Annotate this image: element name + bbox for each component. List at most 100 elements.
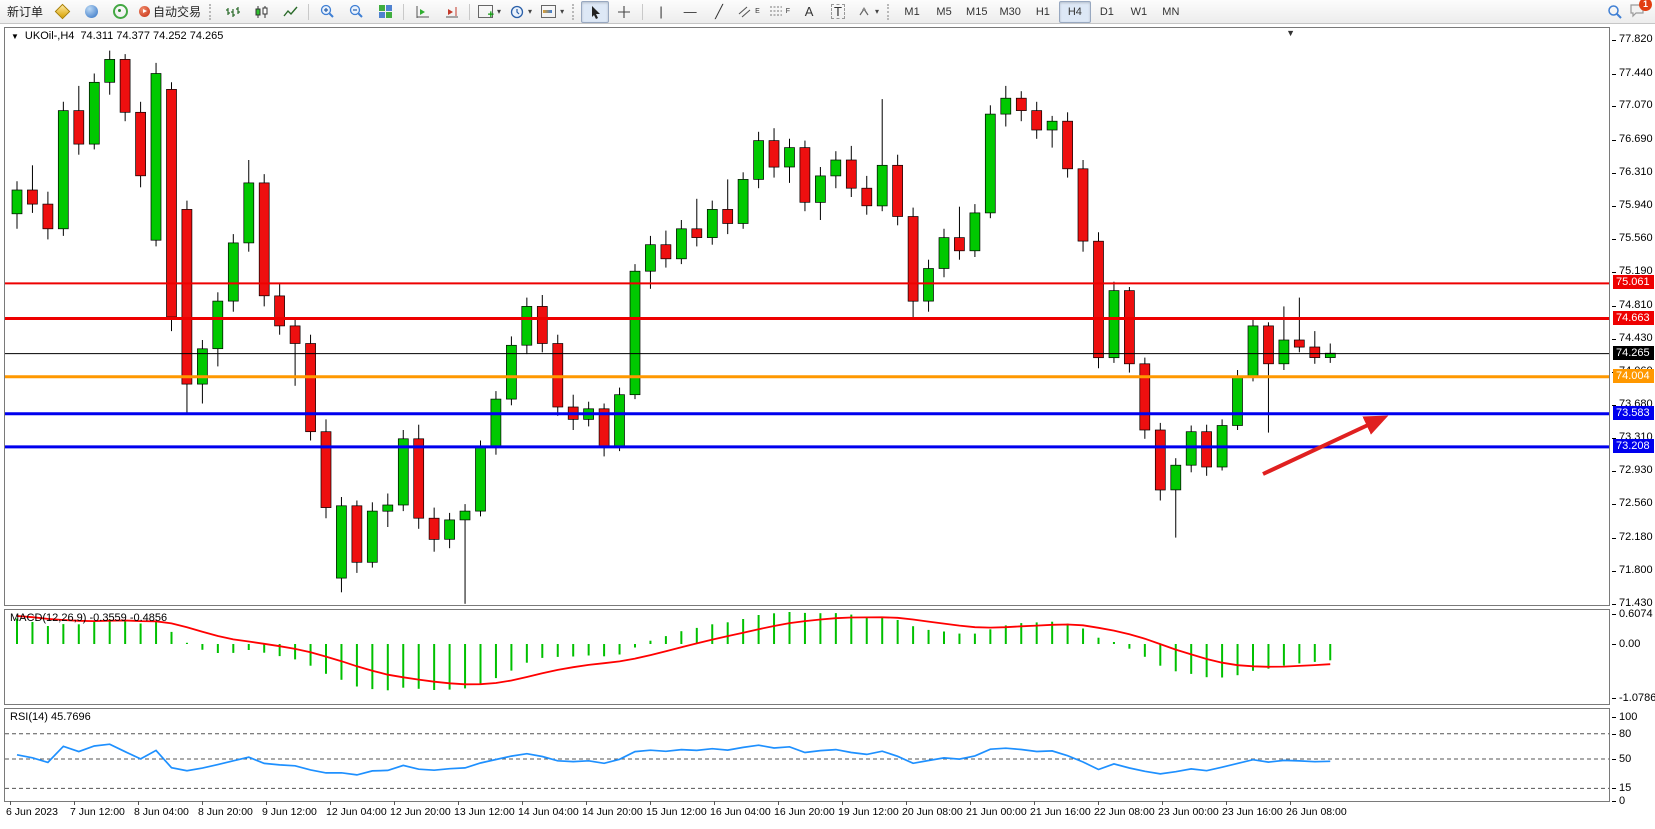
candlestick-icon bbox=[255, 5, 268, 18]
mql5-community-button[interactable] bbox=[77, 1, 105, 23]
rsi-pane[interactable]: RSI(14) 45.7696 bbox=[4, 708, 1610, 802]
new-order-button[interactable]: 新订单 bbox=[3, 1, 47, 23]
fibo-sub-label: F bbox=[785, 8, 791, 15]
crosshair-button[interactable] bbox=[610, 1, 638, 23]
trendline-tool[interactable]: ╱ bbox=[705, 1, 733, 23]
time-tick-mark bbox=[330, 801, 331, 805]
vertical-line-tool[interactable]: | bbox=[647, 1, 675, 23]
time-tick-label: 13 Jun 12:00 bbox=[454, 806, 515, 818]
bear-candle bbox=[1031, 110, 1043, 131]
time-tick-mark bbox=[394, 801, 395, 805]
price-level-badge: 74.265 bbox=[1613, 346, 1654, 360]
bar-chart-button[interactable] bbox=[218, 1, 246, 23]
zoom-out-icon bbox=[349, 4, 363, 18]
rsi-line bbox=[16, 743, 1331, 776]
time-tick-mark bbox=[1162, 801, 1163, 805]
bear-candle bbox=[536, 306, 548, 344]
timeframe-button-mn[interactable]: MN bbox=[1162, 5, 1180, 18]
bull-candle bbox=[104, 59, 116, 83]
price-level-badge: 74.663 bbox=[1613, 311, 1654, 325]
bull-candle bbox=[243, 182, 255, 244]
cursor-button[interactable] bbox=[581, 0, 610, 23]
fibonacci-tool[interactable]: F bbox=[765, 1, 794, 23]
notifications-button[interactable]: 1 bbox=[1629, 0, 1652, 21]
price-tick-mark bbox=[1612, 438, 1616, 439]
timeframe-button-h1[interactable]: H1 bbox=[1035, 5, 1050, 18]
bear-candle bbox=[907, 216, 919, 302]
time-tick-mark bbox=[10, 801, 11, 805]
text-label-tool[interactable]: T bbox=[824, 1, 852, 23]
macd-chart bbox=[16, 612, 1332, 691]
price-tick-mark bbox=[1612, 405, 1616, 406]
timeframe-button-h4[interactable]: H4 bbox=[1058, 0, 1091, 23]
bear-candle bbox=[799, 147, 811, 203]
toolbar-separator bbox=[469, 3, 471, 20]
bull-candle bbox=[784, 147, 795, 168]
price-tick-mark bbox=[1612, 504, 1616, 505]
bear-candle bbox=[1093, 240, 1104, 359]
rsi-value: 45.7696 bbox=[50, 711, 91, 723]
equidistant-channel-tool[interactable]: E bbox=[734, 1, 764, 23]
candlestick-chart-button[interactable] bbox=[247, 1, 275, 23]
timeframe-button-d1[interactable]: D1 bbox=[1099, 5, 1114, 18]
price-tick-label: 76.310 bbox=[1619, 166, 1653, 178]
chart-shift-button[interactable] bbox=[408, 1, 436, 23]
time-tick-label: 26 Jun 08:00 bbox=[1286, 806, 1347, 818]
bear-candle bbox=[181, 209, 193, 385]
time-tick-label: 9 Jun 12:00 bbox=[262, 806, 317, 818]
macd-axis[interactable]: 0.6074 0.00 -1.0786 bbox=[1612, 608, 1655, 704]
timeframe-button-m1[interactable]: M1 bbox=[904, 5, 920, 18]
timeframe-button-m15[interactable]: M15 bbox=[966, 5, 988, 18]
price-tick-label: 72.930 bbox=[1619, 464, 1653, 476]
rsi-axis[interactable]: 100 80 50 15 0 bbox=[1612, 709, 1655, 807]
horizontal-line-icon: — bbox=[683, 4, 697, 19]
bear-candle bbox=[861, 187, 873, 207]
collapse-arrow-icon[interactable]: ▼ bbox=[11, 31, 19, 41]
horizontal-line-tool[interactable]: — bbox=[676, 1, 704, 23]
macd-values: -0.3559 -0.4856 bbox=[89, 612, 168, 624]
search-icon[interactable] bbox=[1607, 4, 1623, 20]
rsi-tick-label: 80 bbox=[1619, 728, 1632, 740]
tile-windows-button[interactable] bbox=[371, 1, 399, 23]
macd-tick-label: -1.0786 bbox=[1619, 692, 1655, 704]
bear-candle bbox=[892, 164, 903, 217]
macd-pane[interactable]: MACD(12,26,9) -0.3559 -0.4856 bbox=[4, 609, 1610, 705]
timeframe-button-m5[interactable]: M5 bbox=[936, 5, 952, 18]
timeframe-button-w1[interactable]: W1 bbox=[1130, 5, 1148, 18]
price-level-badge: 73.208 bbox=[1613, 439, 1654, 453]
autotrading-button[interactable]: 自动交易 bbox=[135, 1, 205, 23]
toolbar-grip bbox=[572, 3, 577, 20]
line-chart-button[interactable] bbox=[276, 1, 304, 23]
bull-candle bbox=[382, 504, 394, 512]
templates-button[interactable]: ▾ bbox=[537, 1, 568, 23]
periods-button[interactable]: ▾ bbox=[506, 1, 536, 23]
price-chart-pane[interactable]: ▼ UKOil-,H4 74.311 74.377 74.252 74.265 … bbox=[4, 27, 1610, 606]
auto-scroll-button[interactable] bbox=[437, 1, 465, 23]
auto-scroll-icon bbox=[445, 6, 458, 17]
zoom-out-button[interactable] bbox=[342, 1, 370, 23]
bear-candle bbox=[1062, 120, 1073, 170]
price-axis[interactable]: 77.820 77.440 77.070 76.690 76.310 75.940 75.5… bbox=[1612, 28, 1655, 609]
time-tick-label: 14 Jun 20:00 bbox=[582, 806, 643, 818]
line-chart-icon bbox=[282, 6, 298, 16]
time-tick-mark bbox=[522, 801, 523, 805]
bull-candle bbox=[1108, 290, 1120, 359]
time-tick-label: 19 Jun 12:00 bbox=[838, 806, 899, 818]
text-tool[interactable]: A bbox=[795, 1, 823, 23]
metaeditor-button[interactable] bbox=[48, 1, 76, 23]
trendline-icon: ╱ bbox=[715, 4, 723, 19]
signals-button[interactable] bbox=[106, 1, 134, 23]
chart-shift-marker[interactable]: ▼ bbox=[1286, 28, 1295, 38]
time-axis[interactable]: 6 Jun 2023 7 Jun 12:00 8 Jun 04:00 8 Jun 20… bbox=[4, 801, 1652, 819]
zoom-in-icon bbox=[320, 4, 334, 18]
arrows-tool[interactable]: ▾ bbox=[853, 1, 883, 23]
price-tick-label: 76.690 bbox=[1619, 133, 1653, 145]
zoom-in-button[interactable] bbox=[313, 1, 341, 23]
timeframe-button-m30[interactable]: M30 bbox=[999, 5, 1021, 18]
time-tick-label: 14 Jun 04:00 bbox=[518, 806, 579, 818]
macd-signal-line bbox=[16, 615, 1331, 686]
price-tick-label: 72.560 bbox=[1619, 497, 1653, 509]
bull-candle bbox=[366, 510, 378, 563]
indicators-button[interactable]: ▾ bbox=[474, 1, 505, 23]
arrows-icon bbox=[859, 7, 869, 16]
